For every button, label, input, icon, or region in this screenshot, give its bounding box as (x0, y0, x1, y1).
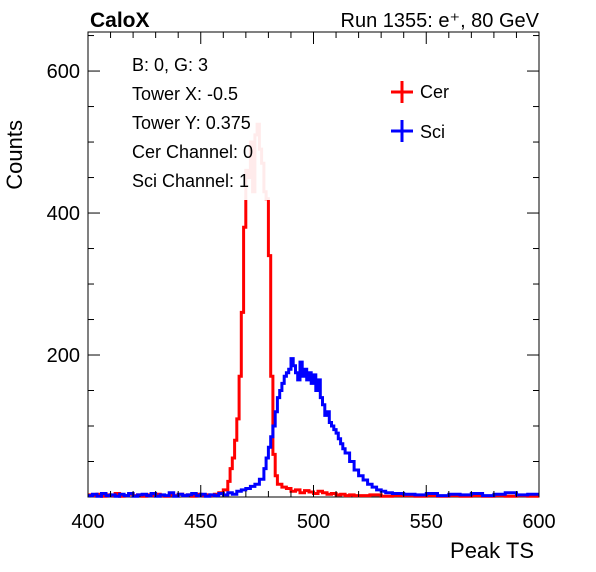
run-info-label: Run 1355: e⁺, 80 GeV (341, 10, 540, 32)
info-line-cer-channel: Cer Channel: 0 (132, 142, 253, 162)
y-tick-label: 200 (47, 345, 80, 367)
info-line-tower-y: Tower Y: 0.375 (132, 113, 251, 133)
info-box (120, 48, 358, 200)
legend-entry-cer: Cer (391, 81, 449, 103)
axis-layer: 400 450 500 550 600 200 400 600 (47, 32, 556, 533)
legend: Cer Sci (391, 81, 449, 142)
x-axis-title: Peak TS (450, 538, 534, 563)
brand-label: CaloX (90, 9, 150, 32)
legend-label-cer: Cer (420, 82, 449, 102)
y-axis-title: Counts (2, 120, 27, 190)
legend-label-sci: Sci (420, 122, 445, 142)
x-tick-label: 600 (522, 511, 555, 533)
x-tick-label: 450 (184, 511, 217, 533)
info-line-brick-group: B: 0, G: 3 (132, 55, 208, 75)
series-line-sci (88, 357, 539, 498)
info-line-tower-x: Tower X: -0.5 (132, 84, 238, 104)
info-line-sci-channel: Sci Channel: 1 (132, 171, 249, 191)
y-tick-label: 600 (47, 61, 80, 83)
x-tick-label: 400 (71, 511, 104, 533)
x-tick-label: 500 (297, 511, 330, 533)
y-tick-label: 400 (47, 203, 80, 225)
legend-entry-sci: Sci (391, 120, 445, 142)
x-tick-label: 550 (410, 511, 443, 533)
